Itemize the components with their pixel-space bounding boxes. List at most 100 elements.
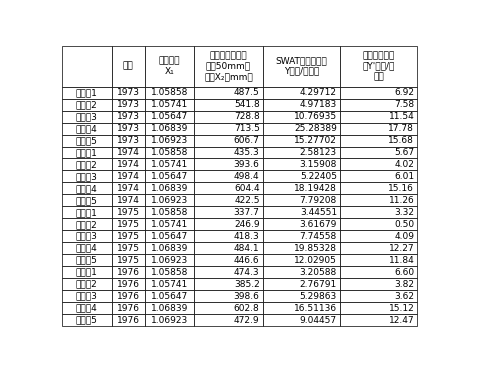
Bar: [194, 194, 263, 206]
Bar: [194, 87, 263, 99]
Text: 604.4: 604.4: [234, 184, 260, 193]
Bar: [111, 159, 145, 170]
Text: 18.19428: 18.19428: [294, 184, 337, 193]
Bar: [62, 266, 111, 278]
Text: 19.85328: 19.85328: [294, 244, 337, 253]
Text: 606.7: 606.7: [234, 136, 260, 145]
Bar: [194, 242, 263, 254]
Text: 1.05858: 1.05858: [151, 148, 188, 157]
Text: 10.76935: 10.76935: [294, 112, 337, 121]
Bar: [340, 194, 417, 206]
Bar: [263, 278, 340, 290]
Bar: [145, 302, 194, 314]
Text: 3.32: 3.32: [394, 208, 414, 217]
Bar: [263, 146, 340, 159]
Bar: [111, 314, 145, 326]
Bar: [145, 242, 194, 254]
Bar: [340, 46, 417, 87]
Bar: [145, 314, 194, 326]
Bar: [111, 135, 145, 146]
Bar: [340, 111, 417, 123]
Text: 1.05741: 1.05741: [151, 160, 188, 169]
Bar: [194, 230, 263, 242]
Bar: [194, 159, 263, 170]
Bar: [62, 242, 111, 254]
Text: 713.5: 713.5: [234, 124, 260, 133]
Bar: [340, 87, 417, 99]
Bar: [263, 46, 340, 87]
Bar: [145, 230, 194, 242]
Bar: [111, 183, 145, 194]
Text: 11.26: 11.26: [388, 196, 414, 205]
Text: 3.44551: 3.44551: [300, 208, 337, 217]
Text: 估算的年产沙
量Y'（吨/公
顿）: 估算的年产沙 量Y'（吨/公 顿）: [362, 51, 395, 81]
Bar: [111, 146, 145, 159]
Text: 1974: 1974: [117, 160, 140, 169]
Bar: [340, 218, 417, 230]
Bar: [263, 314, 340, 326]
Bar: [263, 87, 340, 99]
Text: 3.61679: 3.61679: [300, 220, 337, 229]
Bar: [145, 159, 194, 170]
Text: 1.05741: 1.05741: [151, 100, 188, 109]
Bar: [194, 206, 263, 218]
Text: 17.78: 17.78: [388, 124, 414, 133]
Text: 484.1: 484.1: [234, 244, 260, 253]
Bar: [62, 183, 111, 194]
Bar: [111, 46, 145, 87]
Bar: [263, 183, 340, 194]
Text: 水系区5: 水系区5: [76, 196, 97, 205]
Bar: [145, 254, 194, 266]
Bar: [62, 87, 111, 99]
Bar: [340, 242, 417, 254]
Bar: [145, 194, 194, 206]
Bar: [62, 135, 111, 146]
Bar: [194, 135, 263, 146]
Bar: [62, 111, 111, 123]
Bar: [145, 266, 194, 278]
Bar: [340, 254, 417, 266]
Text: 1.05858: 1.05858: [151, 268, 188, 277]
Bar: [145, 99, 194, 111]
Text: 1.06923: 1.06923: [151, 316, 188, 325]
Bar: [263, 230, 340, 242]
Text: SWAT的年产沙量
Y（吨/公顿）: SWAT的年产沙量 Y（吨/公顿）: [276, 56, 327, 76]
Bar: [62, 218, 111, 230]
Bar: [194, 111, 263, 123]
Text: 水系区5: 水系区5: [76, 136, 97, 145]
Text: 1976: 1976: [117, 292, 140, 301]
Text: 水系区3: 水系区3: [76, 232, 97, 241]
Bar: [111, 242, 145, 254]
Text: 1.05858: 1.05858: [151, 208, 188, 217]
Bar: [194, 314, 263, 326]
Text: 水系区4: 水系区4: [76, 124, 97, 133]
Bar: [194, 146, 263, 159]
Text: 446.6: 446.6: [234, 256, 260, 265]
Bar: [340, 206, 417, 218]
Text: 7.74558: 7.74558: [300, 232, 337, 241]
Text: 15.12: 15.12: [388, 304, 414, 313]
Bar: [340, 135, 417, 146]
Text: 385.2: 385.2: [234, 280, 260, 289]
Bar: [62, 206, 111, 218]
Bar: [111, 302, 145, 314]
Text: 1975: 1975: [117, 208, 140, 217]
Text: 3.82: 3.82: [394, 280, 414, 289]
Text: 5.67: 5.67: [394, 148, 414, 157]
Bar: [340, 266, 417, 278]
Text: 1973: 1973: [117, 124, 140, 133]
Bar: [62, 46, 111, 87]
Bar: [340, 183, 417, 194]
Text: 1.06839: 1.06839: [151, 304, 188, 313]
Text: 水系区5: 水系区5: [76, 316, 97, 325]
Text: 11.54: 11.54: [388, 112, 414, 121]
Text: 435.3: 435.3: [234, 148, 260, 157]
Bar: [263, 123, 340, 135]
Text: 1974: 1974: [117, 196, 140, 205]
Bar: [340, 290, 417, 302]
Text: 1976: 1976: [117, 280, 140, 289]
Text: 1975: 1975: [117, 256, 140, 265]
Text: 1.05647: 1.05647: [151, 112, 188, 121]
Bar: [263, 218, 340, 230]
Text: 1.06923: 1.06923: [151, 196, 188, 205]
